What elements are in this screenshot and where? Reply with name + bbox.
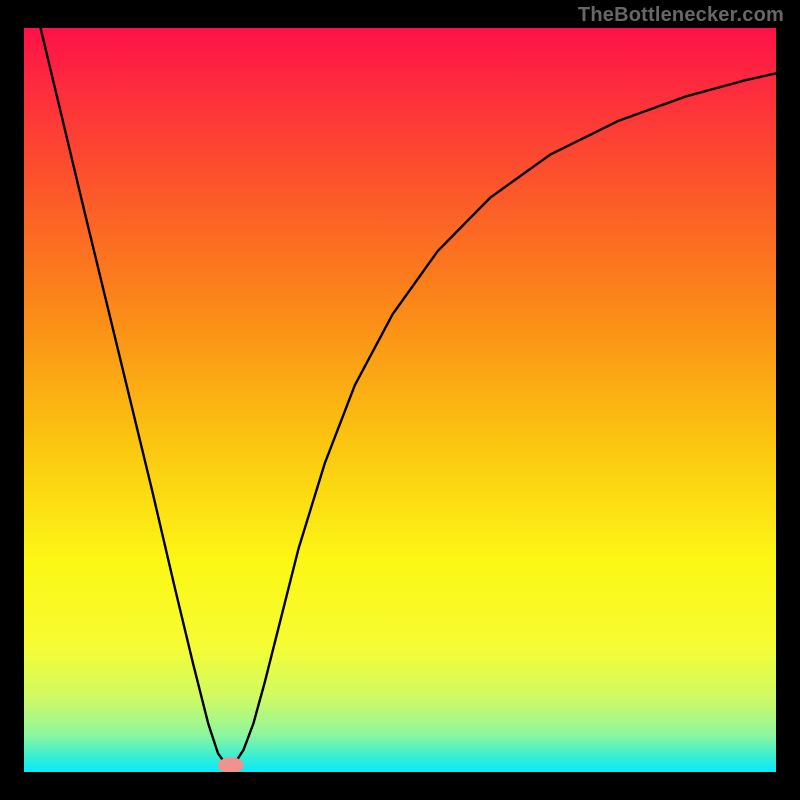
chart-plot: [24, 28, 776, 772]
gradient-background: [24, 28, 776, 772]
chart-container: TheBottlenecker.com: [0, 0, 800, 800]
watermark-text: TheBottlenecker.com: [578, 4, 784, 27]
